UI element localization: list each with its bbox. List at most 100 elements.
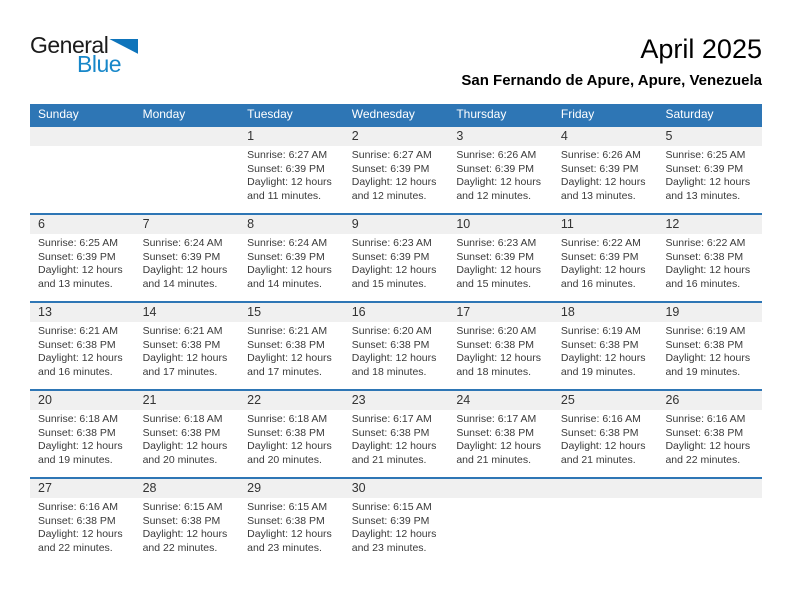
- daylight-text: Daylight: 12 hours and 22 minutes.: [38, 528, 123, 554]
- sunset-text: Sunset: 6:39 PM: [456, 162, 534, 175]
- sunrise-text: Sunrise: 6:21 AM: [142, 325, 223, 337]
- day-details: Sunrise: 6:20 AM Sunset: 6:38 PM Daylight:…: [448, 322, 553, 379]
- sunset-text: Sunset: 6:39 PM: [351, 250, 430, 263]
- day-number-band: 17: [448, 303, 553, 322]
- day-number-band: 2: [343, 127, 449, 146]
- sunset-text: Sunset: 6:38 PM: [665, 338, 744, 351]
- sunrise-text: Sunrise: 6:27 AM: [247, 149, 328, 161]
- day-number: 10: [456, 217, 471, 231]
- day-number: 11: [560, 217, 574, 231]
- day-number-band: 12: [657, 215, 763, 234]
- sunrise-text: Sunrise: 6:18 AM: [142, 413, 223, 425]
- day-details: Sunrise: 6:27 AM Sunset: 6:39 PM Daylight:…: [344, 146, 449, 203]
- sunset-text: Sunset: 6:39 PM: [456, 250, 534, 263]
- week-row: 6 Sunrise: 6:25 AM Sunset: 6:39 PM Daylight…: [30, 213, 763, 301]
- week-row: 13 Sunrise: 6:21 AM Sunset: 6:38 PM Dayligh…: [30, 301, 763, 389]
- sunset-text: Sunset: 6:38 PM: [665, 426, 744, 439]
- sunset-text: Sunset: 6:38 PM: [456, 426, 534, 439]
- sunset-text: Sunset: 6:38 PM: [247, 426, 325, 439]
- day-cell-9: 9 Sunrise: 6:23 AM Sunset: 6:39 PM Daylight…: [343, 215, 449, 301]
- day-number: 28: [142, 481, 157, 495]
- day-number: 22: [247, 393, 262, 407]
- daylight-text: Daylight: 12 hours and 19 minutes.: [560, 352, 646, 378]
- day-details: Sunrise: 6:18 AM Sunset: 6:38 PM Daylight:…: [135, 410, 240, 467]
- daylight-text: Daylight: 12 hours and 21 minutes.: [560, 440, 646, 466]
- daylight-text: Daylight: 12 hours and 23 minutes.: [247, 528, 332, 554]
- day-cell-16: 16 Sunrise: 6:20 AM Sunset: 6:38 PM Dayligh…: [343, 303, 449, 389]
- day-number-band: 30: [343, 479, 449, 498]
- day-details: Sunrise: 6:23 AM Sunset: 6:39 PM Daylight:…: [448, 234, 553, 291]
- day-cell-19: 19 Sunrise: 6:19 AM Sunset: 6:38 PM Dayligh…: [657, 303, 763, 389]
- day-details: Sunrise: 6:16 AM Sunset: 6:38 PM Daylight:…: [553, 410, 658, 467]
- day-number-band: 24: [448, 391, 553, 410]
- day-number-band: 25: [552, 391, 658, 410]
- day-number: 5: [665, 129, 673, 143]
- day-details: Sunrise: 6:18 AM Sunset: 6:38 PM Daylight:…: [239, 410, 344, 467]
- day-details: Sunrise: 6:18 AM Sunset: 6:38 PM Daylight:…: [30, 410, 135, 467]
- day-number-band: 20: [30, 391, 135, 410]
- daylight-text: Daylight: 12 hours and 16 minutes.: [665, 264, 751, 290]
- day-number: 2: [351, 129, 359, 143]
- day-details: Sunrise: 6:24 AM Sunset: 6:39 PM Daylight:…: [239, 234, 344, 291]
- sunset-text: Sunset: 6:38 PM: [38, 514, 116, 527]
- logo-text-blue: Blue: [77, 51, 122, 77]
- sunrise-text: Sunrise: 6:15 AM: [247, 501, 328, 513]
- daylight-text: Daylight: 12 hours and 23 minutes.: [351, 528, 437, 554]
- day-number-band: 27: [30, 479, 135, 498]
- sunrise-text: Sunrise: 6:22 AM: [665, 237, 746, 249]
- day-details: Sunrise: 6:27 AM Sunset: 6:39 PM Daylight:…: [239, 146, 344, 203]
- daylight-text: Daylight: 12 hours and 12 minutes.: [456, 176, 541, 202]
- day-cell-8: 8 Sunrise: 6:24 AM Sunset: 6:39 PM Daylight…: [239, 215, 344, 301]
- daylight-text: Daylight: 12 hours and 13 minutes.: [38, 264, 123, 290]
- week-row: 27 Sunrise: 6:16 AM Sunset: 6:38 PM Dayligh…: [30, 477, 763, 565]
- sunrise-text: Sunrise: 6:18 AM: [38, 413, 118, 425]
- sunrise-text: Sunrise: 6:17 AM: [456, 413, 537, 425]
- daylight-text: Daylight: 12 hours and 14 minutes.: [142, 264, 228, 290]
- sunset-text: Sunset: 6:39 PM: [38, 250, 116, 263]
- day-number: 8: [247, 217, 255, 231]
- day-cell-17: 17 Sunrise: 6:20 AM Sunset: 6:38 PM Dayligh…: [448, 303, 553, 389]
- weekday-header-monday: Monday: [142, 107, 186, 121]
- day-cell-4: 4 Sunrise: 6:26 AM Sunset: 6:39 PM Daylight…: [552, 127, 658, 213]
- daylight-text: Daylight: 12 hours and 15 minutes.: [456, 264, 541, 290]
- sunset-text: Sunset: 6:39 PM: [351, 514, 430, 527]
- daylight-text: Daylight: 12 hours and 13 minutes.: [560, 176, 646, 202]
- sunrise-text: Sunrise: 6:24 AM: [247, 237, 328, 249]
- day-number-band: 5: [657, 127, 763, 146]
- day-number: 13: [38, 305, 52, 319]
- weekday-header-saturday: Saturday: [665, 107, 714, 121]
- daylight-text: Daylight: 12 hours and 19 minutes.: [38, 440, 123, 466]
- day-cell-30: 30 Sunrise: 6:15 AM Sunset: 6:39 PM Dayligh…: [343, 479, 449, 565]
- day-cell-11: 11 Sunrise: 6:22 AM Sunset: 6:39 PM Dayligh…: [552, 215, 658, 301]
- sunset-text: Sunset: 6:38 PM: [560, 338, 639, 351]
- sunrise-text: Sunrise: 6:27 AM: [351, 149, 432, 161]
- sunrise-text: Sunrise: 6:16 AM: [38, 501, 118, 513]
- day-number-band: 13: [30, 303, 135, 322]
- day-number-band: 23: [343, 391, 449, 410]
- day-cell-23: 23 Sunrise: 6:17 AM Sunset: 6:38 PM Dayligh…: [343, 391, 449, 477]
- day-details: Sunrise: 6:17 AM Sunset: 6:38 PM Daylight:…: [344, 410, 449, 467]
- sunrise-text: Sunrise: 6:17 AM: [351, 413, 432, 425]
- day-number-band: 22: [239, 391, 344, 410]
- day-cell-14: 14 Sunrise: 6:21 AM Sunset: 6:38 PM Dayligh…: [134, 303, 240, 389]
- day-details: Sunrise: 6:21 AM Sunset: 6:38 PM Daylight:…: [30, 322, 135, 379]
- sunrise-text: Sunrise: 6:23 AM: [351, 237, 432, 249]
- day-number-band: 10: [448, 215, 553, 234]
- day-number-band: 1: [239, 127, 344, 146]
- title-block: April 2025 San Fernando de Apure, Apure,…: [461, 34, 762, 89]
- daylight-text: Daylight: 12 hours and 18 minutes.: [351, 352, 437, 378]
- day-cell-27: 27 Sunrise: 6:16 AM Sunset: 6:38 PM Dayligh…: [30, 479, 135, 565]
- day-details: Sunrise: 6:21 AM Sunset: 6:38 PM Daylight:…: [239, 322, 344, 379]
- day-number: 3: [456, 129, 464, 143]
- day-number-band: 21: [134, 391, 240, 410]
- day-number: 1: [247, 129, 255, 143]
- day-details: Sunrise: 6:26 AM Sunset: 6:39 PM Daylight:…: [448, 146, 553, 203]
- day-number: 7: [142, 217, 150, 231]
- day-number: 27: [38, 481, 52, 495]
- day-details: Sunrise: 6:15 AM Sunset: 6:38 PM Daylight:…: [239, 498, 344, 555]
- day-number: 30: [351, 481, 366, 495]
- day-cell-12: 12 Sunrise: 6:22 AM Sunset: 6:38 PM Dayligh…: [657, 215, 763, 301]
- day-number: 19: [665, 305, 680, 319]
- day-cell-28: 28 Sunrise: 6:15 AM Sunset: 6:38 PM Dayligh…: [134, 479, 240, 565]
- sunrise-text: Sunrise: 6:24 AM: [142, 237, 223, 249]
